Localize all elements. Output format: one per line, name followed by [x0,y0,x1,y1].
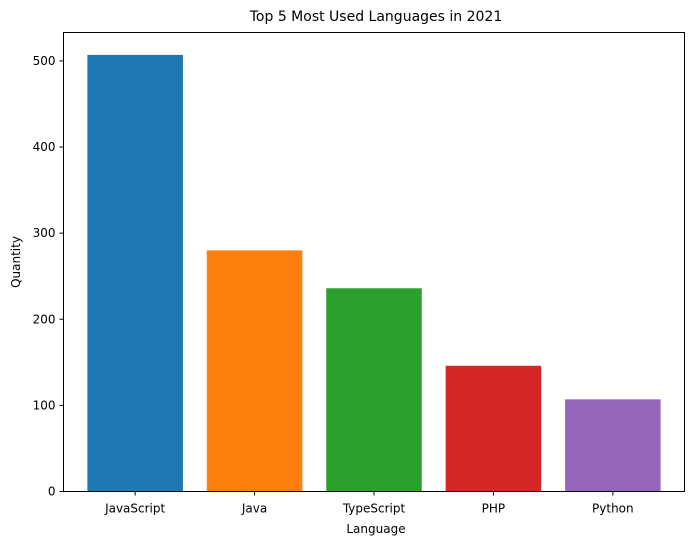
bars-layer [87,54,661,492]
y-tick-label: 400 [33,140,56,154]
x-tick-label: TypeScript [342,502,406,516]
bar-typescript [326,288,422,492]
y-axis: 0 100 200 300 400 500 [33,54,64,499]
y-tick-label: 300 [33,226,56,240]
x-tick-label: Java [241,502,267,516]
chart-title: Top 5 Most Used Languages in 2021 [249,9,502,25]
y-tick-label: 500 [33,54,56,68]
y-tick-label: 100 [33,398,56,412]
x-axis-label: Language [346,522,405,536]
x-tick-label: JavaScript [104,502,165,516]
bar-javascript [87,54,183,492]
x-tick-label: Python [592,502,634,516]
plot-frame [63,32,685,492]
bar-python [565,399,661,492]
bar-php [445,365,542,492]
x-axis: JavaScript Java TypeScript PHP Python [104,491,634,516]
y-tick-label: 200 [33,312,56,326]
y-tick-label: 0 [48,485,56,499]
y-axis-label: Quantity [9,236,23,288]
x-tick-label: PHP [482,502,506,516]
bar-java [206,250,303,492]
